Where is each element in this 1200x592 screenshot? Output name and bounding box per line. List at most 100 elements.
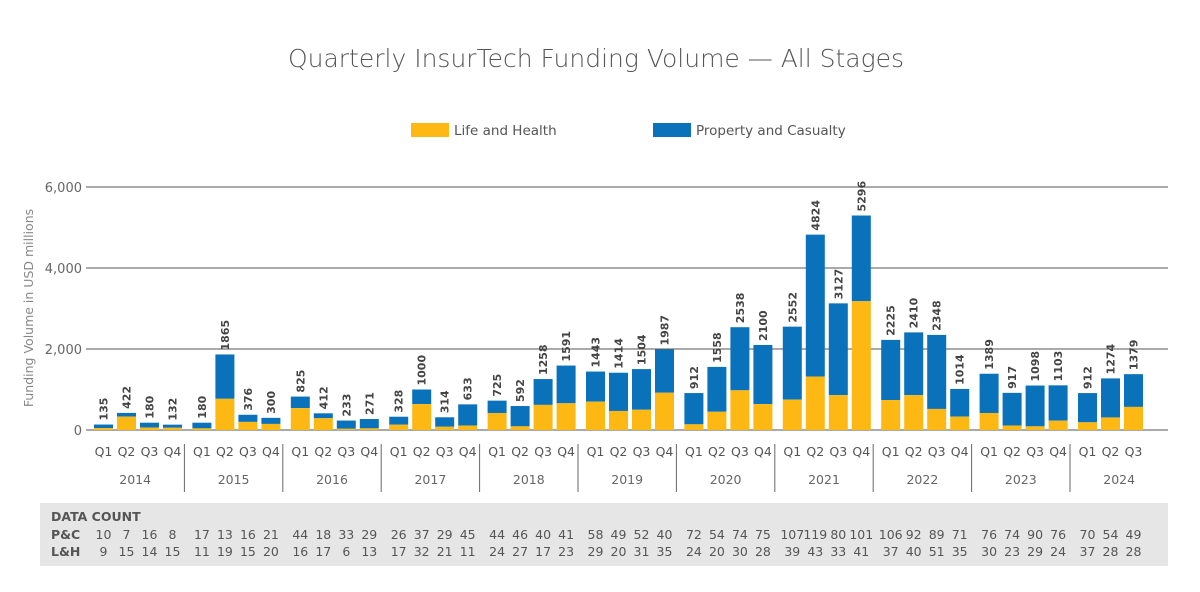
year-label: 2015: [218, 472, 250, 487]
bar-lh: [117, 416, 136, 430]
quarter-label: Q3: [928, 444, 946, 459]
bar-pc: [412, 389, 432, 405]
bar-total-label: 1000: [416, 355, 429, 386]
lh-count: 29: [1027, 544, 1043, 559]
bar-lh: [851, 301, 871, 430]
lh-count: 17: [391, 544, 407, 559]
bar-total-label: 2410: [908, 297, 921, 328]
quarter-label: Q4: [754, 444, 772, 459]
bar-total-label: 412: [317, 386, 330, 409]
bar-total-label: 5296: [855, 181, 868, 212]
bar-pc: [805, 234, 825, 377]
pc-count: 16: [142, 527, 158, 542]
bar-pc: [979, 373, 999, 413]
lh-count: 21: [437, 544, 453, 559]
quarter-label: Q3: [1125, 444, 1143, 459]
pc-count: 76: [981, 527, 997, 542]
pc-count: 46: [512, 527, 528, 542]
bar-lh: [359, 428, 379, 430]
pc-count: 70: [1080, 527, 1096, 542]
lh-count: 9: [100, 544, 108, 559]
bar-pc: [117, 412, 136, 417]
pc-count: 54: [1103, 527, 1119, 542]
pc-count: 76: [1050, 527, 1066, 542]
bar-lh: [950, 416, 970, 430]
lh-count: 41: [853, 544, 869, 559]
bar-lh: [412, 404, 432, 430]
lh-count: 17: [535, 544, 551, 559]
bar-lh: [238, 421, 258, 430]
pc-count: 37: [414, 527, 430, 542]
pc-count: 7: [123, 527, 131, 542]
bar-pc: [313, 413, 333, 419]
quarter-label: Q4: [656, 444, 674, 459]
lh-count: 6: [342, 544, 350, 559]
lh-count: 33: [830, 544, 846, 559]
bar-lh: [782, 399, 802, 430]
quarter-label: Q3: [1026, 444, 1044, 459]
bar-lh: [533, 404, 553, 430]
quarter-label: Q1: [685, 444, 703, 459]
year-label: 2023: [1005, 472, 1037, 487]
pc-count: 18: [315, 527, 331, 542]
bar-lh: [1002, 425, 1022, 430]
bar-total-label: 1558: [711, 332, 724, 363]
year-label: 2021: [808, 472, 840, 487]
lh-count: 15: [119, 544, 135, 559]
bar-pc: [192, 422, 212, 429]
y-tick-label: 2,000: [45, 343, 82, 358]
lh-count: 24: [489, 544, 505, 559]
bar-lh: [1025, 426, 1045, 430]
year-label: 2017: [414, 472, 446, 487]
lh-count: 14: [142, 544, 158, 559]
lh-count: 28: [755, 544, 771, 559]
lh-count: 37: [1080, 544, 1096, 559]
bar-lh: [927, 408, 947, 430]
bar-total-label: 592: [514, 379, 527, 402]
bar-pc: [730, 327, 750, 391]
pc-count: 74: [732, 527, 748, 542]
bar-total-label: 912: [688, 366, 701, 389]
lh-count: 31: [634, 544, 650, 559]
bar-lh: [609, 410, 628, 430]
pc-count: 10: [96, 527, 112, 542]
lh-count: 51: [929, 544, 945, 559]
lh-count: 19: [217, 544, 233, 559]
pc-count: 40: [657, 527, 673, 542]
bar-lh: [632, 409, 651, 430]
bar-lh: [979, 412, 999, 430]
quarter-label: Q1: [980, 444, 998, 459]
y-tick-label: 0: [74, 424, 82, 439]
pc-count: 54: [709, 527, 725, 542]
quarter-label: Q2: [610, 444, 628, 459]
bar-pc: [753, 344, 773, 405]
quarter-label: Q2: [905, 444, 923, 459]
lh-count: 15: [240, 544, 256, 559]
bar-lh: [828, 395, 848, 430]
quarter-label: Q3: [829, 444, 847, 459]
pc-count: 8: [169, 527, 177, 542]
pc-count: 17: [194, 527, 210, 542]
pc-count: 90: [1027, 527, 1043, 542]
bar-pc: [927, 334, 947, 409]
data-count-panel: [40, 503, 1168, 566]
legend-swatch-lh: [411, 123, 449, 137]
bar-total-label: 1591: [560, 331, 573, 362]
bar-total-label: 633: [462, 377, 475, 400]
year-label: 2019: [611, 472, 643, 487]
bar-total-label: 132: [167, 398, 180, 421]
bar-total-label: 1414: [613, 338, 626, 369]
data-counts: 10 97 15 16 14 8 15 17 11 13 19 16 15 21 20 44 16 18 17 33 6…: [96, 527, 1142, 559]
quarter-label: Q2: [118, 444, 136, 459]
bar-pc: [1002, 392, 1022, 426]
lh-count: 24: [686, 544, 702, 559]
quarter-label: Q2: [1003, 444, 1021, 459]
bar-lh: [94, 428, 113, 430]
pc-count: 119: [803, 527, 827, 542]
bar-pc: [1078, 393, 1097, 423]
bar-pc: [458, 404, 478, 426]
bar-total-label: 1098: [1029, 351, 1042, 382]
bar-pc: [655, 349, 674, 393]
pc-count: 49: [1126, 527, 1142, 542]
bar-lh: [389, 424, 409, 430]
